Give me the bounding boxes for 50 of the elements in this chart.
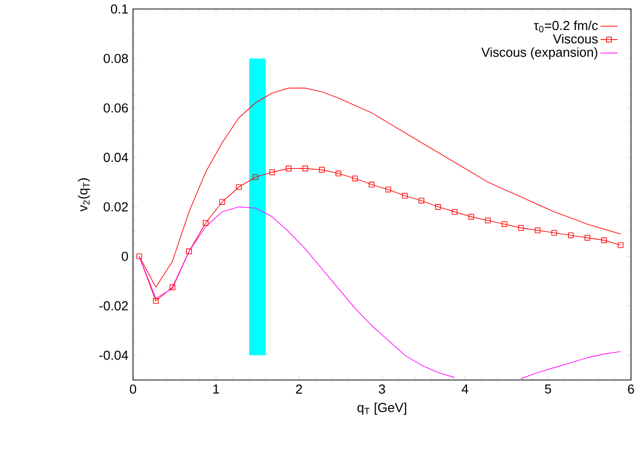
point xyxy=(302,166,308,172)
y-axis-title: v$_{2}$(q$_{T}$) xyxy=(78,178,90,212)
x-tick-label: 3 xyxy=(378,384,386,394)
point xyxy=(252,174,258,180)
y-tick-label: -0.04 xyxy=(99,350,128,360)
point xyxy=(618,242,624,248)
y-tick-label: 0.04 xyxy=(104,152,128,162)
point xyxy=(269,169,275,176)
point xyxy=(385,186,392,192)
point xyxy=(318,166,325,173)
point xyxy=(502,221,508,228)
point xyxy=(484,218,491,224)
legend-label: τ$_{0}$=0.2 fm/c xyxy=(534,20,598,32)
x-tick-label: 0 xyxy=(130,384,136,394)
point xyxy=(568,232,574,238)
x-tick-label: 2 xyxy=(296,384,302,394)
point xyxy=(202,220,208,226)
point xyxy=(186,248,192,254)
point xyxy=(551,230,558,236)
legend-label: Viscous xyxy=(552,34,598,44)
point xyxy=(534,228,540,234)
y-tick-label: 0.08 xyxy=(104,54,128,64)
point xyxy=(452,208,458,215)
point xyxy=(336,170,342,176)
point xyxy=(368,182,374,188)
point xyxy=(152,298,159,304)
point xyxy=(219,199,226,205)
x-axis-title: q$_{T}$ [GeV] xyxy=(357,402,406,415)
x-tick-label: 6 xyxy=(628,384,634,394)
y-tick-label: 0.06 xyxy=(104,103,128,113)
point xyxy=(286,166,292,172)
x-tick-label: 5 xyxy=(544,384,552,394)
point xyxy=(518,225,524,231)
legend-label: Viscous (expansion) xyxy=(481,47,598,60)
point xyxy=(170,284,176,290)
point xyxy=(584,234,590,241)
point xyxy=(435,204,441,210)
point xyxy=(236,184,242,190)
point xyxy=(402,192,408,199)
y-tick-label: 0.02 xyxy=(104,202,128,212)
point xyxy=(418,198,424,204)
point xyxy=(352,176,358,182)
point xyxy=(601,237,607,244)
point xyxy=(136,253,142,260)
y-tick-label: 0 xyxy=(122,252,128,261)
y-tick-label: 0.1 xyxy=(110,4,128,14)
point xyxy=(468,214,474,220)
x-tick-label: 4 xyxy=(462,384,468,394)
x-tick-label: 1 xyxy=(213,384,219,394)
y-tick-label: -0.02 xyxy=(99,301,128,310)
